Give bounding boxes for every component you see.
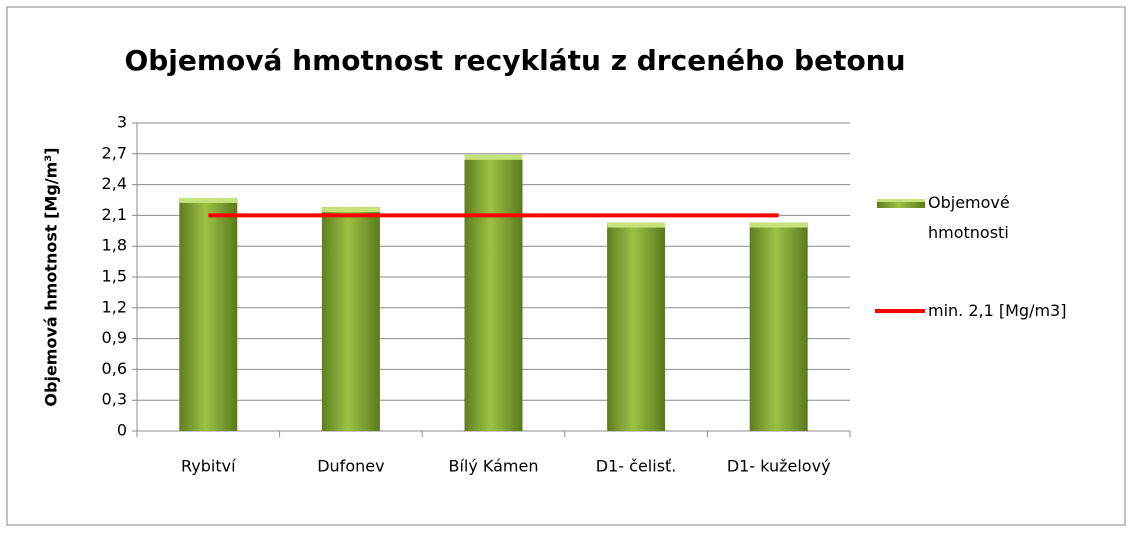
bar	[179, 197, 238, 431]
bar	[607, 222, 666, 431]
legend-label: Objemové hmotnosti	[928, 193, 1010, 242]
y-axis-label: Objemová hmotnost [Mg/m³]	[42, 147, 61, 406]
bar-cap	[607, 222, 666, 228]
x-tick-label: Bílý Kámen	[448, 457, 538, 476]
chart-border	[6, 6, 1126, 526]
bar	[464, 154, 523, 431]
legend-label: min. 2,1 [Mg/m3]	[928, 301, 1067, 320]
y-tick-label: 2,1	[102, 205, 127, 224]
x-tick-label: D1- kuželový	[727, 457, 831, 476]
y-tick-label: 1,5	[102, 267, 127, 286]
y-tick-label: 2,7	[102, 143, 127, 162]
y-tick-label: 0,3	[102, 390, 127, 409]
legend-swatch	[877, 199, 925, 208]
bar	[749, 222, 808, 431]
x-tick-label: Rybitví	[181, 457, 236, 476]
y-tick-label: 0,6	[102, 359, 127, 378]
y-tick-label: 3	[117, 113, 127, 132]
bar-cap	[749, 222, 808, 228]
y-tick-label: 0	[117, 421, 127, 440]
x-tick-label: Dufonev	[317, 457, 384, 476]
chart-title: Objemová hmotnost recyklátu z drceného b…	[124, 44, 905, 77]
y-tick-label: 2,4	[102, 174, 127, 193]
x-tick-label: D1- čelisť.	[596, 457, 677, 476]
y-tick-label: 1,2	[102, 297, 127, 316]
y-tick-label: 0,9	[102, 328, 127, 347]
bar-cap	[179, 197, 238, 203]
legend-swatch-cap	[877, 199, 925, 202]
bar-cap	[321, 207, 380, 213]
bar-cap	[464, 154, 523, 160]
y-tick-label: 1,8	[102, 236, 127, 255]
bar	[321, 207, 380, 431]
